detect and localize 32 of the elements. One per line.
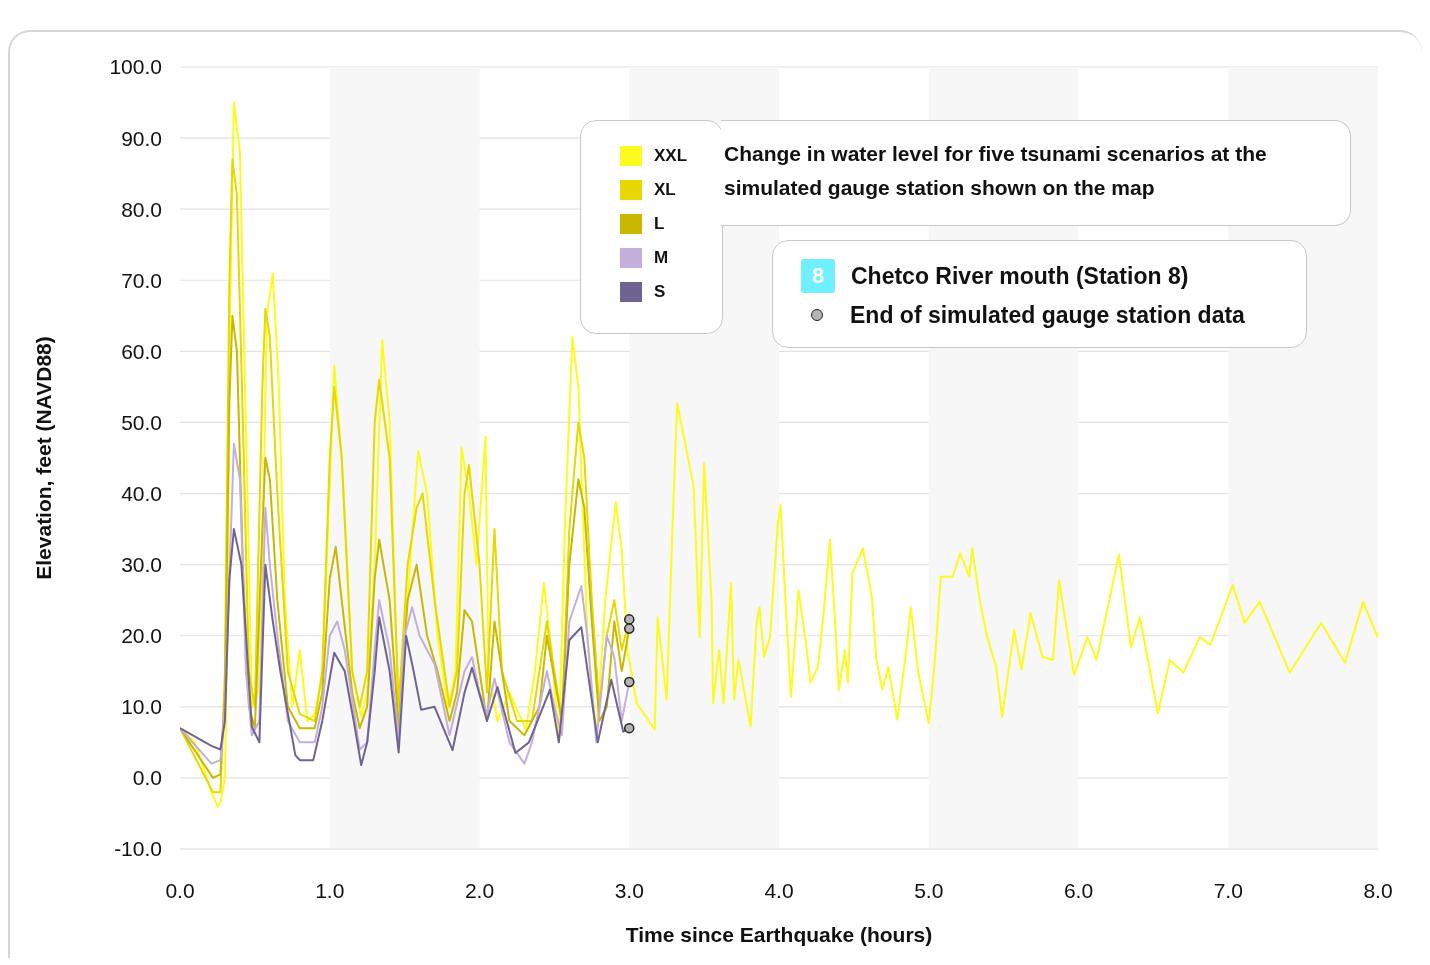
x-tick-label: 3.0 — [614, 878, 644, 902]
y-tick-label: -10.0 — [114, 837, 162, 861]
y-tick-label: 50.0 — [121, 410, 162, 434]
annotation: 8 — [801, 259, 835, 293]
x-tick-label: 1.0 — [315, 878, 345, 902]
legend-label: XL — [654, 180, 676, 200]
y-tick-label: 100.0 — [109, 55, 162, 79]
x-axis-title: Time since Earthquake (hours) — [625, 923, 933, 946]
x-tick-label: 7.0 — [1213, 878, 1243, 902]
y-tick-label: 70.0 — [121, 268, 162, 292]
x-tick-label: 0.0 — [165, 878, 195, 902]
legend-label: M — [654, 248, 669, 268]
text: Change in water level for five tsunami scenarios at the simulated gauge station shown on the map — [724, 141, 1268, 201]
y-tick-label: 0.0 — [132, 766, 162, 790]
y-tick-label: 60.0 — [121, 339, 162, 363]
legend-label: End of simulated gauge station data — [850, 301, 1245, 330]
x-tick-label: 4.0 — [764, 878, 794, 902]
legend-label: L — [654, 214, 665, 234]
x-tick-label: 6.0 — [1063, 878, 1094, 902]
y-tick-label: 80.0 — [121, 197, 162, 221]
text: Chetco River mouth (Station 8) — [851, 263, 1189, 289]
y-axis-title: Elevation, feet (NAVD88) — [32, 336, 56, 580]
y-tick-label: 10.0 — [121, 695, 162, 719]
y-tick-label: 40.0 — [121, 482, 162, 505]
legend-label: XXL — [654, 146, 688, 166]
x-tick-label: 2.0 — [464, 878, 495, 902]
legend-label: S — [654, 282, 666, 302]
y-tick-label: 30.0 — [121, 553, 162, 577]
y-tick-label: 90.0 — [121, 126, 162, 150]
x-tick-label: 8.0 — [1363, 878, 1393, 902]
x-tick-label: 5.0 — [914, 878, 944, 902]
y-tick-label: 20.0 — [121, 624, 162, 648]
